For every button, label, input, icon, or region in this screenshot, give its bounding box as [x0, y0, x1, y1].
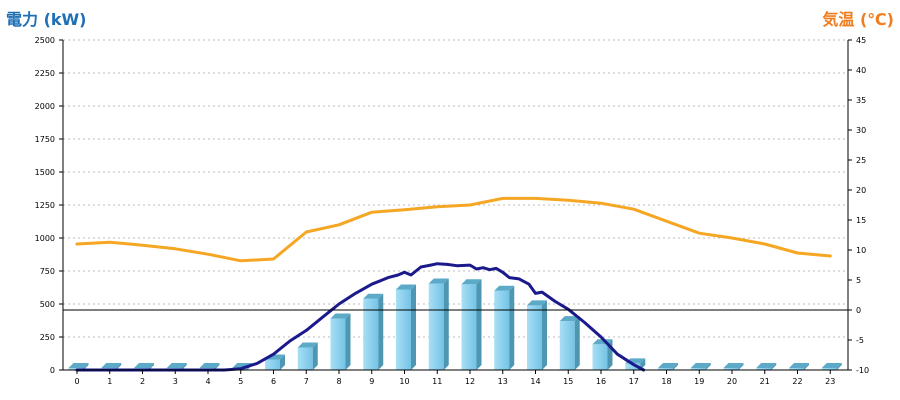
left-tick-label: 500 [40, 300, 55, 309]
bar [297, 342, 318, 370]
x-tick-label: 17 [629, 377, 639, 386]
right-tick-label: -5 [856, 336, 864, 345]
right-tick-label: 20 [856, 186, 866, 195]
line-series [75, 196, 832, 372]
left-tick-label: 1500 [35, 168, 55, 177]
bar [559, 316, 580, 370]
right-tick-label: 35 [856, 96, 866, 105]
temperature-line [75, 196, 832, 263]
left-tick-label: 1750 [35, 135, 55, 144]
right-axis-title: 気温 (℃) [822, 10, 894, 29]
bar [821, 363, 842, 370]
x-tick-label: 16 [596, 377, 606, 386]
right-tick-label: 15 [856, 216, 866, 225]
x-tick-label: 20 [727, 377, 737, 386]
right-tick-label: 30 [856, 126, 866, 135]
x-tick-label: 23 [825, 377, 835, 386]
right-tick-label: 5 [856, 276, 861, 285]
x-tick-label: 4 [205, 377, 210, 386]
right-tick-label: -10 [856, 366, 869, 375]
bar [363, 293, 384, 370]
bar [396, 284, 416, 370]
right-tick-label: 40 [856, 66, 866, 75]
x-tick-label: 1 [107, 377, 112, 386]
bar [461, 279, 482, 370]
bar [789, 363, 809, 370]
left-tick-label: 750 [40, 267, 55, 276]
left-tick-label: 1000 [35, 234, 55, 243]
left-axis-title: 電力 (kW) [6, 10, 87, 29]
bar [527, 300, 547, 370]
x-tick-label: 6 [271, 377, 276, 386]
x-tick-label: 8 [336, 377, 341, 386]
x-tick-label: 7 [304, 377, 309, 386]
x-tick-label: 5 [238, 377, 243, 386]
x-tick-label: 18 [661, 377, 671, 386]
right-tick-label: 10 [856, 246, 866, 255]
bar-series [68, 278, 842, 370]
right-tick-label: 45 [856, 36, 866, 45]
x-tick-label: 22 [792, 377, 802, 386]
tick-labels: 02505007501000125015001750200022502500-1… [35, 36, 869, 386]
bar [756, 363, 777, 370]
bar [428, 278, 449, 370]
left-tick-label: 2500 [35, 36, 55, 45]
right-tick-label: 25 [856, 156, 866, 165]
left-tick-label: 0 [50, 366, 55, 375]
x-tick-label: 9 [369, 377, 374, 386]
x-tick-label: 14 [530, 377, 540, 386]
x-tick-label: 19 [694, 377, 704, 386]
grid-lines [63, 39, 848, 338]
right-tick-label: 0 [856, 306, 861, 315]
x-tick-label: 0 [74, 377, 79, 386]
bar [330, 313, 351, 370]
x-tick-label: 21 [760, 377, 770, 386]
left-tick-label: 1250 [35, 201, 55, 210]
x-tick-label: 11 [432, 377, 442, 386]
x-tick-label: 12 [465, 377, 475, 386]
x-tick-label: 10 [399, 377, 409, 386]
x-tick-label: 2 [140, 377, 145, 386]
left-tick-label: 2250 [35, 69, 55, 78]
x-tick-label: 3 [173, 377, 178, 386]
left-tick-label: 2000 [35, 102, 55, 111]
bar [723, 363, 744, 370]
power-line [75, 262, 646, 372]
axes [59, 39, 852, 374]
bar [494, 285, 515, 370]
x-tick-label: 15 [563, 377, 573, 386]
bar [658, 363, 678, 370]
left-tick-label: 250 [40, 333, 55, 342]
x-tick-label: 13 [498, 377, 508, 386]
bar [690, 363, 711, 370]
